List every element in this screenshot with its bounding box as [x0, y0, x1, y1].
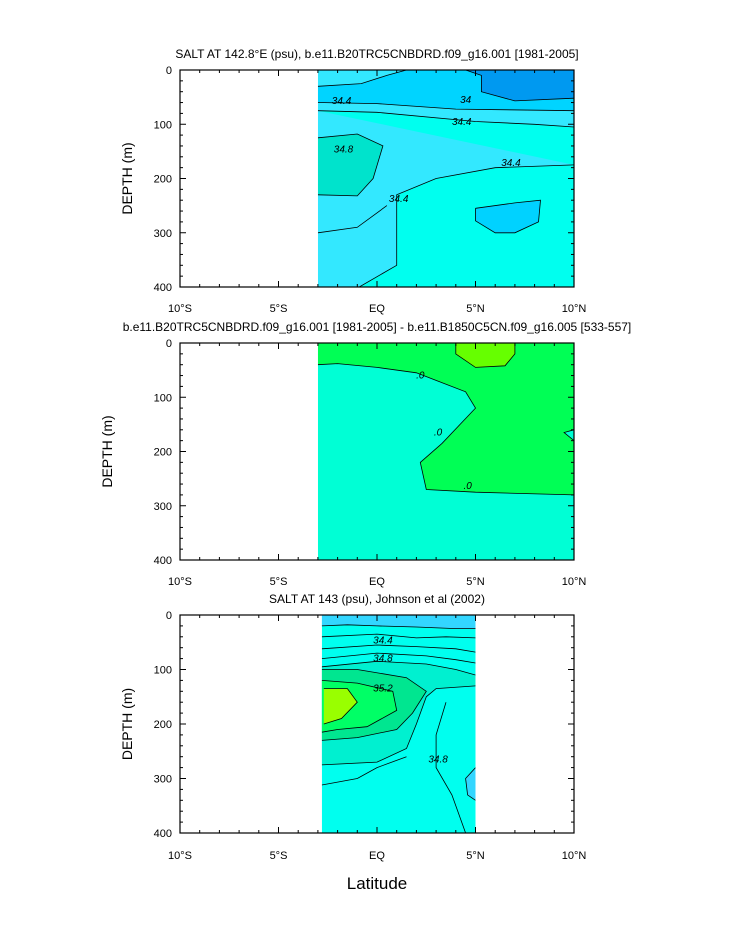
contour-line-6 [358, 164, 574, 287]
contour-line-12 [321, 756, 407, 786]
contour-label: 35.2 [373, 684, 393, 695]
x-tick-label: 5°S [270, 576, 288, 588]
shaded-region-1 [317, 343, 574, 495]
y-tick-label: 0 [166, 65, 172, 77]
contour-line-7 [321, 669, 427, 741]
x-tick-label: EQ [369, 850, 385, 862]
x-tick-label: 5°N [466, 576, 485, 588]
x-tick-label: 10°S [168, 576, 192, 588]
contour-line-5 [317, 133, 384, 197]
salinity-field: 34.4 34.8 35.2 34.8 [321, 615, 476, 833]
y-tick-label: 100 [154, 119, 172, 131]
contour-label: 34.4 [332, 96, 352, 107]
contour-line-7 [317, 205, 388, 234]
contour-line-9 [323, 688, 358, 725]
y-tick-label: 0 [166, 610, 172, 622]
shaded-region-5 [323, 688, 358, 724]
x-axis-label: Latitude [347, 874, 408, 893]
panel-2: .0 .0 .0 10°S 5°S EQ 5°N 10°N 0 100 200 300 400 b.e11… [99, 320, 631, 588]
panel-title: SALT AT 143 (psu), Johnson et al (2002) [269, 592, 485, 606]
y-tick-label: 300 [154, 501, 172, 513]
y-axis-label: DEPTH (m) [99, 415, 115, 487]
contour-line-2 [321, 633, 476, 639]
y-tick-label: 200 [154, 719, 172, 731]
contour-label: 34.8 [373, 654, 393, 665]
contour-line-6 [321, 685, 476, 766]
contour-label: .0 [463, 481, 472, 492]
x-tick-label: 5°S [270, 303, 288, 315]
contour-label: .0 [434, 428, 443, 439]
x-tick-label: 10°S [168, 303, 192, 315]
y-tick-label: 100 [154, 392, 172, 404]
contour-line-4 [317, 110, 574, 128]
contour-line-8 [475, 199, 541, 234]
x-tick-label: 5°S [270, 850, 288, 862]
y-tick-label: 200 [154, 447, 172, 459]
contour-label: 34 [460, 95, 472, 106]
y-tick-label: 300 [154, 228, 172, 240]
x-tick-label: 10°S [168, 850, 192, 862]
y-tick-label: 0 [166, 338, 172, 350]
y-tick-label: 100 [154, 665, 172, 677]
x-tick-label: EQ [369, 576, 385, 588]
panel-title: b.e11.B20TRC5CNBDRD.f09_g16.001 [1981-20… [123, 320, 632, 334]
contour-line-3 [563, 429, 574, 441]
contour-line-10 [435, 702, 466, 833]
salinity-field: .0 .0 .0 [317, 343, 574, 560]
x-tick-label: EQ [369, 303, 385, 315]
shaded-region-4 [317, 134, 383, 196]
shaded-region-2 [455, 343, 515, 368]
shaded-region-2 [465, 70, 574, 101]
x-tick-label: 5°N [466, 303, 485, 315]
shaded-region-3 [317, 110, 574, 287]
shaded-region-5 [475, 200, 541, 233]
contour-label: 34.8 [334, 145, 354, 156]
contour-line-1 [317, 363, 574, 496]
contour-line-3 [465, 70, 574, 102]
y-tick-label: 400 [154, 282, 172, 294]
shaded-region-6 [465, 767, 476, 801]
y-tick-label: 400 [154, 555, 172, 567]
panel-1: 34.4 34 34.4 34.8 34.4 34.4 10°S 5°S EQ 5°N 10°N 0 1… [119, 47, 586, 315]
y-axis-label: DEPTH (m) [119, 142, 135, 214]
contour-line-8 [321, 680, 398, 733]
panel-3: 34.4 34.8 35.2 34.8 10°S 5°S EQ 5°N 10°N 0 100 200 3… [119, 592, 586, 893]
contour-label: 34.4 [373, 636, 393, 647]
contour-line-11 [465, 767, 476, 801]
contour-line-5 [321, 660, 476, 676]
contour-line-2 [455, 343, 516, 368]
contour-line-1 [321, 624, 476, 629]
contour-label: .0 [416, 371, 425, 382]
contour-line-4 [321, 652, 476, 664]
y-tick-label: 400 [154, 828, 172, 840]
contour-line-2 [317, 102, 574, 112]
x-tick-label: 10°N [562, 576, 587, 588]
salinity-field: 34.4 34 34.4 34.8 34.4 34.4 [317, 70, 574, 287]
x-tick-label: 10°N [562, 850, 587, 862]
contour-line-3 [321, 644, 476, 653]
contour-label: 34.4 [389, 194, 409, 205]
contour-label: 34.4 [501, 158, 521, 169]
y-axis-label: DEPTH (m) [119, 688, 135, 760]
x-tick-label: 5°N [466, 850, 485, 862]
y-tick-label: 300 [154, 774, 172, 786]
contour-label: 34.4 [452, 117, 472, 128]
y-tick-label: 200 [154, 174, 172, 186]
contour-label: 34.8 [428, 754, 448, 765]
x-tick-label: 10°N [562, 303, 587, 315]
panel-title: SALT AT 142.8°E (psu), b.e11.B20TRC5CNBD… [175, 47, 578, 61]
